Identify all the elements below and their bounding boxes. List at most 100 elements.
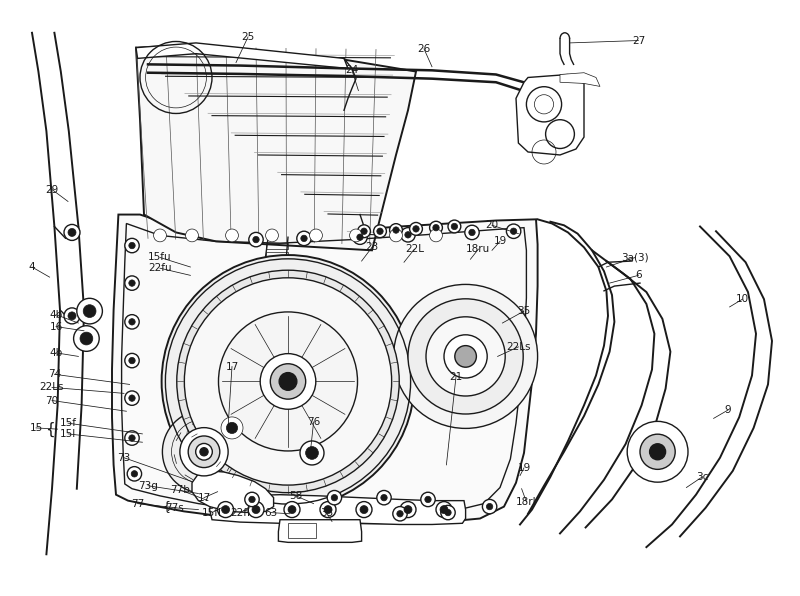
Text: {: { <box>162 500 170 513</box>
Circle shape <box>127 467 142 481</box>
Circle shape <box>448 220 461 233</box>
Circle shape <box>129 435 135 441</box>
Circle shape <box>390 224 402 237</box>
Circle shape <box>129 280 135 286</box>
Circle shape <box>436 502 452 517</box>
Text: 77: 77 <box>131 499 144 508</box>
Text: 74: 74 <box>48 370 61 379</box>
Text: 9: 9 <box>725 405 731 415</box>
Circle shape <box>404 505 412 514</box>
Text: 4b: 4b <box>50 310 62 319</box>
Text: {: { <box>45 421 54 437</box>
Text: 77s: 77s <box>165 503 184 513</box>
Bar <box>288 523 316 538</box>
Text: 4b: 4b <box>50 348 62 358</box>
Text: 22Ls: 22Ls <box>506 342 530 352</box>
Circle shape <box>266 229 278 242</box>
Circle shape <box>131 471 138 477</box>
Text: 26: 26 <box>418 44 430 54</box>
Text: 73g: 73g <box>138 481 158 491</box>
Circle shape <box>221 417 243 439</box>
Circle shape <box>310 229 322 242</box>
Circle shape <box>83 305 96 318</box>
Circle shape <box>248 502 264 517</box>
Circle shape <box>154 229 166 242</box>
Circle shape <box>401 228 415 242</box>
Text: 17: 17 <box>226 362 238 371</box>
Polygon shape <box>516 74 584 155</box>
Circle shape <box>249 232 263 247</box>
Circle shape <box>390 229 402 242</box>
Text: 17: 17 <box>198 493 210 502</box>
Circle shape <box>421 492 435 507</box>
Circle shape <box>445 510 451 516</box>
Circle shape <box>444 335 487 378</box>
Circle shape <box>64 225 80 240</box>
Text: 35: 35 <box>518 306 530 316</box>
Circle shape <box>397 511 403 517</box>
Circle shape <box>245 492 259 507</box>
Circle shape <box>440 505 448 514</box>
Circle shape <box>393 227 399 233</box>
Circle shape <box>177 270 399 493</box>
Circle shape <box>408 299 523 414</box>
Text: 29: 29 <box>46 185 58 194</box>
Text: 18ru: 18ru <box>466 244 490 254</box>
Text: 22fl: 22fl <box>230 508 250 517</box>
Bar <box>266 306 288 312</box>
Circle shape <box>188 436 220 468</box>
Circle shape <box>627 421 688 482</box>
Text: 15: 15 <box>30 423 42 433</box>
Circle shape <box>301 235 307 241</box>
Circle shape <box>68 228 76 237</box>
Circle shape <box>465 225 479 240</box>
Text: 76: 76 <box>307 417 320 427</box>
Circle shape <box>74 326 99 351</box>
Circle shape <box>360 505 368 514</box>
Circle shape <box>506 224 521 238</box>
Circle shape <box>300 441 324 465</box>
Circle shape <box>306 446 318 460</box>
Bar <box>266 279 288 285</box>
Circle shape <box>324 505 332 514</box>
Circle shape <box>353 230 367 244</box>
Text: 19: 19 <box>518 463 530 473</box>
Polygon shape <box>112 215 538 523</box>
Text: 15fl: 15fl <box>202 508 222 517</box>
Circle shape <box>253 237 259 243</box>
Circle shape <box>125 238 139 253</box>
Text: 20: 20 <box>486 221 498 230</box>
Text: 19: 19 <box>494 237 506 246</box>
Circle shape <box>331 495 338 501</box>
Polygon shape <box>560 73 600 86</box>
Circle shape <box>218 312 358 451</box>
Text: 15l: 15l <box>60 429 76 439</box>
Polygon shape <box>136 45 416 250</box>
Circle shape <box>413 226 419 232</box>
Text: 27: 27 <box>632 36 645 45</box>
Bar <box>266 288 288 294</box>
Text: 25: 25 <box>242 32 254 42</box>
Text: 21: 21 <box>450 372 462 381</box>
Text: 10: 10 <box>736 294 749 304</box>
Circle shape <box>650 444 666 460</box>
Circle shape <box>288 505 296 514</box>
Circle shape <box>400 502 416 517</box>
Bar <box>266 297 288 303</box>
Text: 15f: 15f <box>59 418 77 428</box>
Text: 3c: 3c <box>696 472 709 482</box>
Circle shape <box>284 502 300 517</box>
Text: 22L: 22L <box>405 244 424 254</box>
Circle shape <box>125 353 139 368</box>
Circle shape <box>410 222 422 235</box>
Circle shape <box>534 95 554 114</box>
Circle shape <box>361 228 367 234</box>
Circle shape <box>129 319 135 325</box>
Circle shape <box>226 423 238 433</box>
Circle shape <box>430 229 442 242</box>
Circle shape <box>393 507 407 521</box>
Circle shape <box>426 317 506 396</box>
Circle shape <box>350 229 362 242</box>
Circle shape <box>68 312 76 320</box>
Text: 73: 73 <box>118 453 130 462</box>
